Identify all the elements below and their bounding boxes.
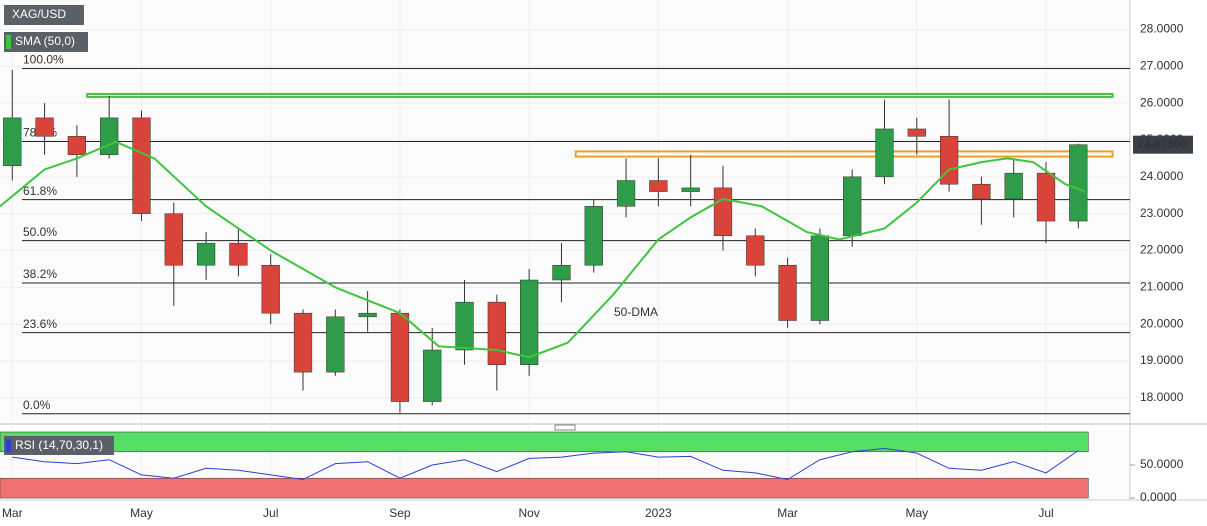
- symbol-tag: XAG/USD: [4, 5, 84, 25]
- candle-body: [907, 128, 926, 137]
- candle-body: [649, 180, 668, 192]
- candle-body: [520, 279, 539, 365]
- candle-body: [746, 235, 765, 266]
- legend-label: SMA (50,0): [15, 34, 75, 48]
- plot: 18.0000 19.0000 20.0000 21.0000 22.0000 23.00…: [0, 0, 1193, 520]
- candle-body: [1004, 172, 1023, 200]
- candle-body: [681, 187, 700, 192]
- y-tick-label: 18.0000: [1140, 390, 1184, 404]
- candle-body: [229, 242, 248, 266]
- rsi-line: [12, 447, 1079, 481]
- symbol-label: XAG/USD: [12, 7, 66, 21]
- rsi-band: [0, 431, 1089, 453]
- legend-swatch: [6, 35, 11, 49]
- y-tick-label: 28.0000: [1140, 22, 1184, 36]
- candle-body: [843, 176, 862, 237]
- fib-label: 38.2%: [23, 267, 57, 281]
- candle-body: [390, 312, 410, 402]
- zone: [574, 150, 1114, 158]
- candle-body: [423, 349, 442, 402]
- candle-body: [616, 180, 636, 207]
- fib-label: 0.0%: [23, 398, 51, 412]
- y-tick-label: 21.0000: [1140, 280, 1184, 294]
- fib-label: 23.6%: [23, 317, 57, 331]
- candle-body: [939, 136, 959, 185]
- y-tick-label: 0.0000: [1140, 490, 1177, 504]
- rsi-band: [0, 477, 1089, 499]
- candle-body: [713, 187, 733, 237]
- fib-label: 50.0%: [23, 225, 57, 239]
- candle-body: [67, 136, 87, 155]
- candle-body: [196, 242, 216, 266]
- y-tick-label: 19.0000: [1140, 353, 1184, 367]
- candle-body: [35, 117, 54, 137]
- y-tick-label: 27.0000: [1140, 58, 1184, 72]
- candle-body: [810, 235, 830, 321]
- tag-box: [4, 32, 88, 52]
- candle-body: [972, 183, 991, 200]
- x-tick-label: Jul: [263, 506, 278, 520]
- resize-handle[interactable]: [554, 424, 576, 431]
- candle-body: [487, 301, 506, 365]
- candle-body: [326, 316, 345, 373]
- candle-body: [100, 117, 119, 155]
- x-tick-label: Mar: [777, 506, 798, 520]
- rsi-tag: RSI (14,70,30,1): [4, 436, 114, 455]
- price-tag-label: 24.87300: [1137, 137, 1187, 151]
- legend-swatch: [6, 439, 11, 452]
- x-tick-label: May: [130, 506, 153, 520]
- y-tick-label: 22.0000: [1140, 243, 1184, 257]
- rsi-label: RSI (14,70,30,1): [15, 438, 103, 452]
- fib-label: 61.8%: [23, 184, 57, 198]
- x-tick-label: Sep: [389, 506, 411, 520]
- candle-body: [132, 117, 151, 214]
- candle-body: [164, 213, 183, 266]
- tag-box: [4, 436, 114, 455]
- price-tag: [1133, 135, 1193, 154]
- y-tick-label: 20.0000: [1140, 316, 1184, 330]
- x-tick-label: Jul: [1038, 506, 1053, 520]
- candle-body: [552, 265, 571, 281]
- x-tick-label: 2023: [645, 506, 672, 520]
- candle-body: [455, 301, 474, 351]
- annotation: 50-DMA: [614, 305, 658, 319]
- candle-body: [875, 128, 894, 178]
- y-tick-label: 50.0000: [1140, 457, 1184, 471]
- y-tick-label: 23.0000: [1140, 206, 1184, 220]
- candle-body: [293, 312, 313, 373]
- y-tick-label: 24.0000: [1140, 169, 1184, 183]
- zone: [86, 92, 1114, 98]
- candle-body: [778, 265, 797, 321]
- y-tick-label: 26.0000: [1140, 95, 1184, 109]
- x-tick-label: May: [905, 506, 928, 520]
- x-tick-label: Nov: [518, 506, 539, 520]
- fib-label: 100.0%: [23, 53, 64, 67]
- price-panel: [0, 0, 1130, 420]
- x-tick-label: Mar: [2, 506, 23, 520]
- candle-body: [3, 117, 22, 167]
- candle-body: [584, 206, 603, 266]
- sma-tag: SMA (50,0): [4, 32, 88, 52]
- candle-body: [1036, 172, 1056, 222]
- candle-body: [1069, 144, 1088, 222]
- sma-line: [0, 140, 1086, 359]
- tag-box: [4, 5, 84, 25]
- candle-body: [358, 312, 377, 318]
- candle-body: [261, 265, 280, 314]
